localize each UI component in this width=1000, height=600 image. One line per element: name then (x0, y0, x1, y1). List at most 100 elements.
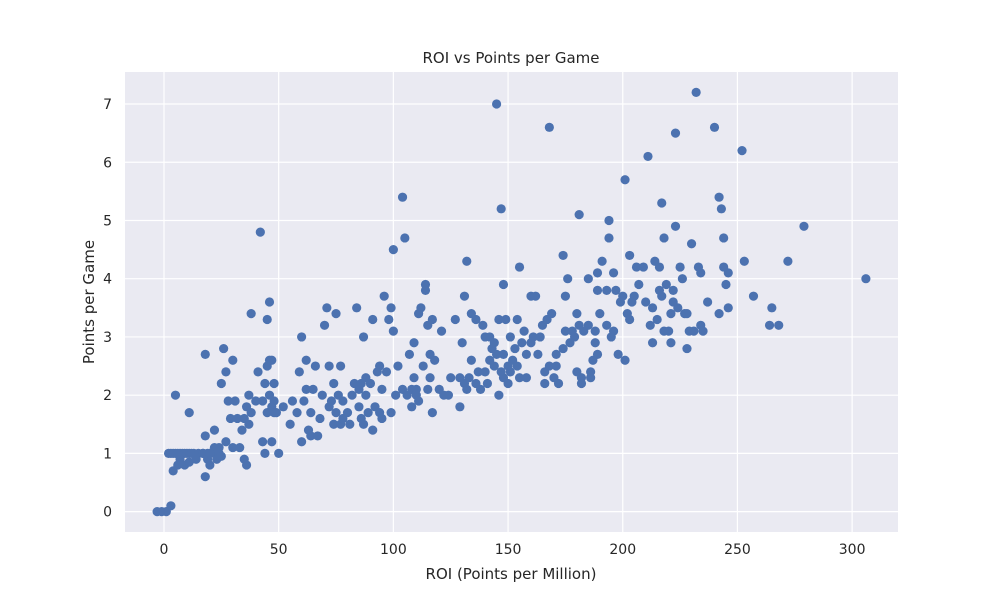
data-point (166, 501, 176, 511)
data-point (264, 297, 275, 307)
data-point (592, 349, 603, 360)
data-point (443, 390, 454, 400)
data-point (657, 291, 667, 301)
data-point (592, 285, 603, 295)
data-point (232, 413, 242, 424)
data-point (170, 390, 181, 400)
data-point (514, 373, 525, 383)
x-tick-label: 50 (270, 542, 288, 558)
data-point (641, 297, 651, 307)
data-point (235, 442, 245, 453)
gridlines (125, 72, 898, 532)
data-point (459, 291, 470, 301)
data-point (347, 390, 357, 400)
data-point (496, 204, 506, 214)
data-point (388, 326, 398, 336)
data-point (221, 367, 231, 377)
data-point (668, 285, 678, 295)
chart-title: ROI vs Points per Game (422, 49, 599, 67)
data-point (219, 343, 229, 354)
data-point (313, 431, 323, 441)
data-point (292, 408, 302, 418)
data-point (620, 175, 630, 185)
data-point (315, 413, 325, 424)
data-point (214, 442, 224, 453)
data-point (505, 332, 515, 342)
data-point (659, 233, 669, 243)
data-point (478, 320, 488, 330)
x-tick-label: 100 (380, 542, 407, 558)
data-point (517, 338, 527, 348)
data-point (258, 437, 268, 447)
data-point (629, 291, 639, 301)
data-point (682, 343, 692, 354)
data-point (563, 274, 573, 284)
data-point (446, 373, 456, 383)
data-point (647, 303, 658, 313)
data-point (267, 437, 277, 447)
data-point (657, 198, 667, 208)
data-point (381, 367, 392, 377)
data-point (414, 396, 424, 406)
data-point (503, 378, 513, 389)
data-point (260, 378, 270, 389)
data-point (464, 373, 474, 383)
data-point (409, 373, 419, 383)
data-point (625, 314, 635, 325)
data-point (583, 274, 593, 284)
data-point (262, 314, 272, 325)
data-point (723, 303, 733, 313)
data-point (278, 402, 288, 412)
data-point (643, 151, 653, 162)
data-point (558, 250, 568, 261)
data-point (514, 262, 525, 272)
data-point (510, 343, 520, 354)
data-point (251, 396, 261, 406)
data-point (326, 396, 337, 406)
data-point (471, 314, 481, 325)
data-point (558, 343, 568, 354)
data-point (221, 437, 231, 447)
data-point (560, 291, 571, 301)
data-point (540, 378, 550, 389)
x-tick-label: 200 (609, 542, 636, 558)
data-point (638, 262, 648, 272)
data-point (462, 256, 472, 266)
data-point (205, 460, 215, 470)
data-point (645, 320, 655, 330)
data-point (521, 349, 532, 360)
data-points (152, 87, 871, 517)
data-point (783, 256, 793, 266)
data-point (393, 361, 403, 371)
data-point (590, 338, 600, 348)
y-tick-label: 7 (103, 97, 112, 113)
data-point (618, 291, 628, 301)
data-point (583, 320, 593, 330)
data-point (200, 349, 210, 360)
data-point (368, 314, 378, 325)
data-point (590, 326, 600, 336)
data-point (329, 378, 339, 389)
x-tick-label: 0 (160, 542, 169, 558)
data-point (427, 314, 437, 325)
data-point (533, 349, 543, 360)
data-point (551, 361, 561, 371)
data-point (246, 309, 256, 319)
data-point (260, 448, 270, 458)
data-point (719, 233, 729, 243)
data-point (602, 320, 612, 330)
data-point (450, 314, 460, 325)
data-point (400, 233, 410, 243)
data-point (285, 419, 295, 429)
x-tick-label: 300 (839, 542, 866, 558)
data-point (258, 396, 268, 406)
data-point (216, 378, 226, 389)
data-point (698, 326, 708, 336)
data-point (544, 122, 554, 132)
data-point (501, 314, 511, 325)
data-point (331, 309, 341, 319)
y-tick-label: 3 (103, 330, 112, 346)
data-point (625, 250, 635, 261)
data-point (670, 221, 681, 231)
data-point (774, 320, 784, 330)
